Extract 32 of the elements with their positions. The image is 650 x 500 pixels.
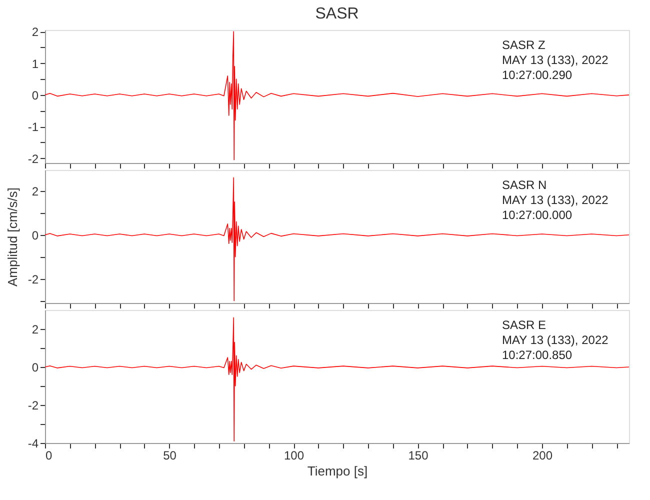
annotation: 10:27:00.000: [502, 208, 572, 222]
x-tick-label: 0: [46, 448, 52, 462]
annotation: MAY 13 (133), 2022: [502, 53, 609, 67]
x-tick-label: 150: [408, 448, 429, 462]
annotation: MAY 13 (133), 2022: [502, 193, 609, 207]
y-tick-label: 1: [32, 56, 39, 71]
y-tick-label: -2: [28, 272, 39, 286]
x-tick-label: 200: [532, 448, 553, 462]
x-tick-label: 50: [163, 448, 177, 462]
line-series: [44, 177, 630, 302]
x-tick-label: 100: [284, 448, 304, 462]
line-series: [44, 317, 630, 442]
y-tick-label: 2: [32, 25, 39, 40]
y-tick-label: -2: [28, 398, 39, 412]
annotation: 10:27:00.850: [502, 348, 572, 362]
y-tick-label: -4: [28, 436, 39, 450]
chart-title: SASR: [315, 6, 359, 23]
y-tick-label: 0: [32, 88, 39, 102]
y-tick-label: 2: [32, 184, 39, 198]
x-axis-title: Tiempo [s]: [307, 464, 368, 478]
annotation: MAY 13 (133), 2022: [502, 333, 609, 347]
y-tick-label: 0: [32, 228, 39, 242]
line-series: [44, 31, 630, 160]
annotation: SASR E: [502, 318, 546, 332]
y-tick-label: 0: [32, 360, 39, 374]
annotation: 10:27:00.290: [502, 68, 572, 82]
annotation: SASR Z: [502, 38, 546, 52]
annotation: SASR N: [502, 178, 547, 192]
y-tick-label: 2: [32, 322, 39, 336]
y-axis-title: Amplitud [cm/s/s]: [4, 188, 20, 286]
y-tick-label: -1: [28, 120, 39, 134]
y-tick-label: -2: [28, 152, 39, 166]
